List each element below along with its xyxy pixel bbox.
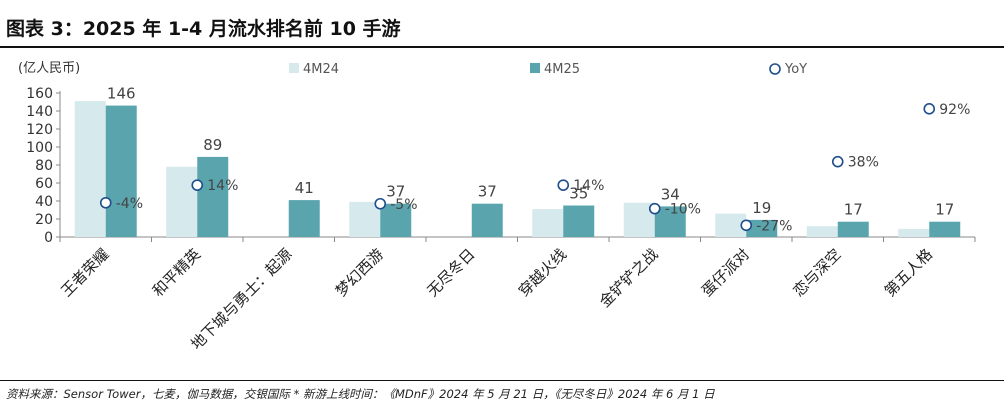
yoy-label: 92% xyxy=(939,102,970,118)
yoy-label: -10% xyxy=(665,202,701,218)
data-label-4M25: 41 xyxy=(295,179,314,197)
bar-4M25 xyxy=(197,156,229,237)
bar-4M25 xyxy=(471,203,503,237)
bar-4M24 xyxy=(74,101,106,237)
category-label: 第五人格 xyxy=(881,245,936,300)
yoy-label: 38% xyxy=(848,155,879,171)
yoy-label: -5% xyxy=(390,197,417,213)
data-label-4M25: 19 xyxy=(752,199,771,217)
category-label: 和平精英 xyxy=(149,245,204,300)
bar-4M24 xyxy=(715,213,747,237)
category-label: 蛋仔派对 xyxy=(698,245,753,300)
bar-4M25 xyxy=(837,221,869,237)
y-tick-label: 160 xyxy=(26,86,53,102)
source-note: 资料来源：Sensor Tower，七麦，伽马数据，交银国际 * 新游上线时间：… xyxy=(6,387,715,401)
yoy-label: 14% xyxy=(573,178,604,194)
y-tick-label: 40 xyxy=(35,194,53,210)
footer-divider xyxy=(0,380,1004,381)
bar-4M24 xyxy=(898,228,930,237)
data-label-4M25: 89 xyxy=(203,136,222,154)
yoy-marker xyxy=(557,179,570,191)
bar-4M24 xyxy=(166,166,198,237)
data-label-4M25: 17 xyxy=(844,201,863,219)
category-label: 恋与深空 xyxy=(789,245,844,300)
y-tick-label: 140 xyxy=(26,104,53,120)
data-label-4M25: 146 xyxy=(107,85,136,103)
category-label: 金铲铲之战 xyxy=(596,245,662,311)
yoy-marker xyxy=(831,155,844,168)
data-label-4M25: 37 xyxy=(478,183,497,201)
bar-4M24 xyxy=(349,201,381,237)
category-label: 无尽冬日 xyxy=(423,245,478,300)
legend: 4M24 4M25 YoY xyxy=(289,62,807,77)
bar-4M25 xyxy=(288,200,320,237)
data-label-4M25: 17 xyxy=(935,201,954,219)
bar-4M24 xyxy=(532,209,564,237)
legend-label-yoy: YoY xyxy=(784,62,807,77)
y-tick-label: 100 xyxy=(26,140,53,156)
y-tick-label: 0 xyxy=(44,230,53,246)
yoy-label: 14% xyxy=(207,178,238,194)
chart-title: 图表 3：2025 年 1-4 月流水排名前 10 手游 xyxy=(6,18,401,40)
y-tick-label: 20 xyxy=(35,212,53,228)
yoy-marker xyxy=(99,196,112,209)
legend-label-4M25: 4M25 xyxy=(544,62,580,77)
legend-marker-yoy xyxy=(769,63,781,75)
bar-4M25 xyxy=(654,206,686,237)
bar-4M25 xyxy=(929,221,961,237)
y-tick-label: 120 xyxy=(26,122,53,138)
title-divider xyxy=(0,46,1004,48)
category-label: 梦幻西游 xyxy=(332,245,387,300)
bar-4M25 xyxy=(380,203,412,237)
y-tick-label: 80 xyxy=(35,158,53,174)
y-tick-label: 60 xyxy=(35,176,53,192)
legend-label-4M24: 4M24 xyxy=(303,62,339,77)
data-label-4M25: 35 xyxy=(569,185,588,203)
bar-4M25 xyxy=(563,205,595,237)
bar-chart: (亿人民币) 4M24 4M25 YoY 0 20 40 60 80 100 120 140 1… xyxy=(18,61,976,353)
y-axis-unit-label: (亿人民币) xyxy=(18,61,80,76)
yoy-markers: -4% 14% -5% 14% -10% -27% 38% 92% xyxy=(99,102,970,234)
data-label-4M25: 34 xyxy=(661,185,680,203)
yoy-marker xyxy=(923,103,936,115)
yoy-marker xyxy=(740,219,753,232)
yoy-marker xyxy=(648,202,661,215)
category-label: 地下城与勇士：起源 xyxy=(187,245,295,353)
bar-4M25 xyxy=(105,105,137,237)
data-label-4M25: 37 xyxy=(386,183,405,201)
yoy-marker xyxy=(191,179,204,191)
category-label: 王者荣耀 xyxy=(57,245,112,300)
bar-4M24 xyxy=(806,226,838,237)
category-label: 穿越火线 xyxy=(515,245,570,300)
data-labels: 146 89 41 37 37 35 34 19 17 17 xyxy=(107,85,954,219)
bar-4M25 xyxy=(746,219,778,237)
legend-swatch-4M24 xyxy=(289,63,299,73)
yoy-label: -27% xyxy=(756,218,792,234)
yoy-marker xyxy=(374,197,387,210)
bars xyxy=(74,101,961,237)
yoy-label: -4% xyxy=(116,196,143,212)
legend-swatch-4M25 xyxy=(530,63,540,73)
